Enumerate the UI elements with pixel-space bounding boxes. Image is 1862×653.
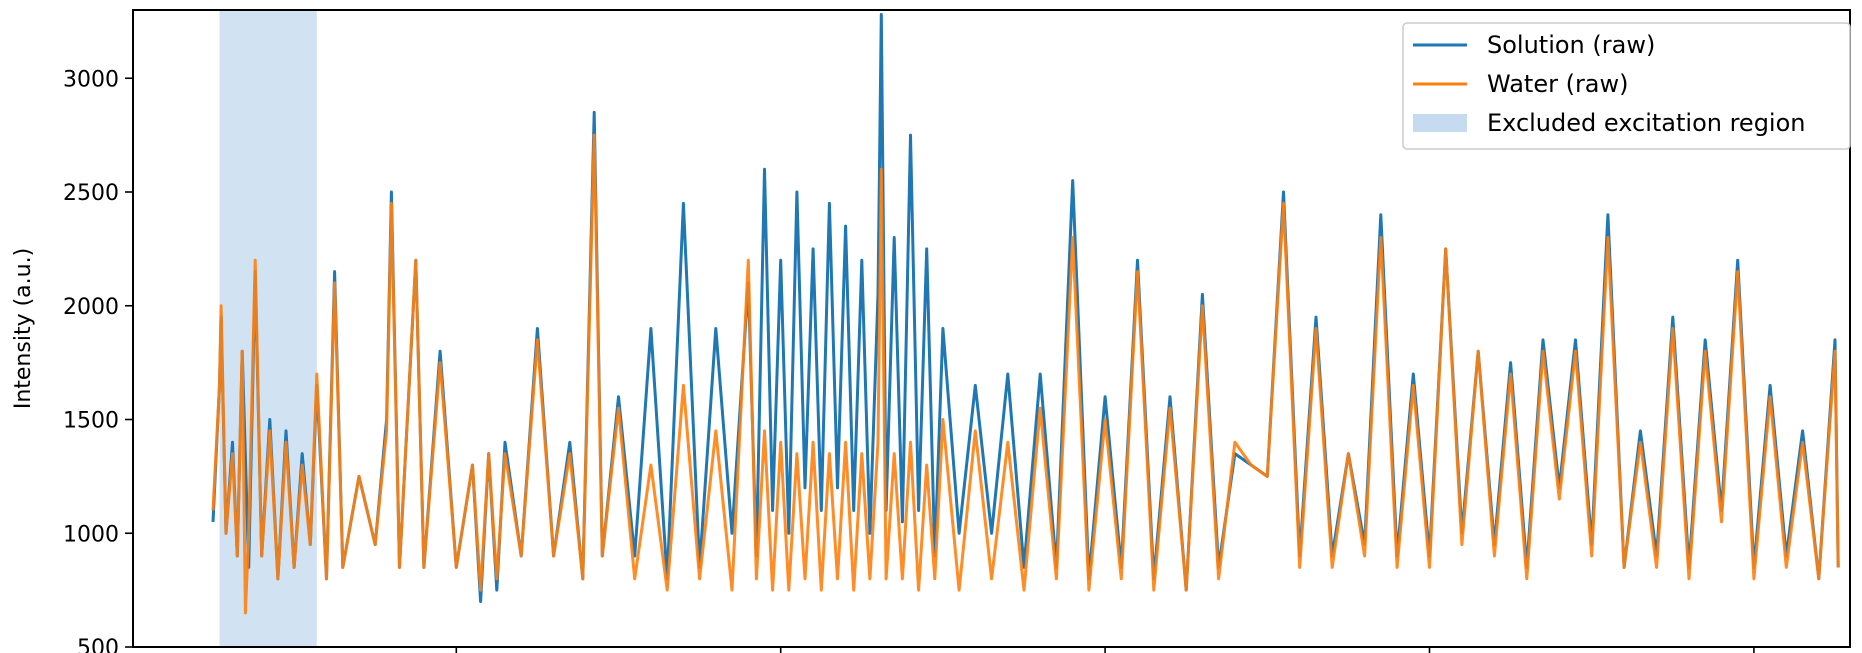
legend-swatch-excluded bbox=[1413, 114, 1467, 132]
y-tick-label: 2000 bbox=[63, 295, 119, 320]
y-tick-label: 1000 bbox=[63, 522, 119, 547]
series-line-water bbox=[211, 133, 1840, 615]
plot-area: 500 1000 1500 2000 2500 3000 bbox=[63, 9, 1851, 653]
legend: Solution (raw) Water (raw) Excluded excita… bbox=[1402, 22, 1851, 150]
legend-label-excluded: Excluded excitation region bbox=[1487, 109, 1806, 137]
plot-frame bbox=[132, 9, 1851, 648]
y-tick-label: 3000 bbox=[63, 67, 119, 92]
y-tick-label: 1500 bbox=[63, 409, 119, 434]
y-tick-label: 2500 bbox=[63, 181, 119, 206]
legend-label-water: Water (raw) bbox=[1487, 70, 1629, 98]
legend-label-solution: Solution (raw) bbox=[1487, 31, 1655, 59]
y-axis-label: Intensity (a.u.) bbox=[11, 248, 36, 409]
y-tick-label: 500 bbox=[77, 636, 119, 653]
excluded-region-band bbox=[219, 10, 317, 647]
legend-box bbox=[1402, 22, 1851, 150]
